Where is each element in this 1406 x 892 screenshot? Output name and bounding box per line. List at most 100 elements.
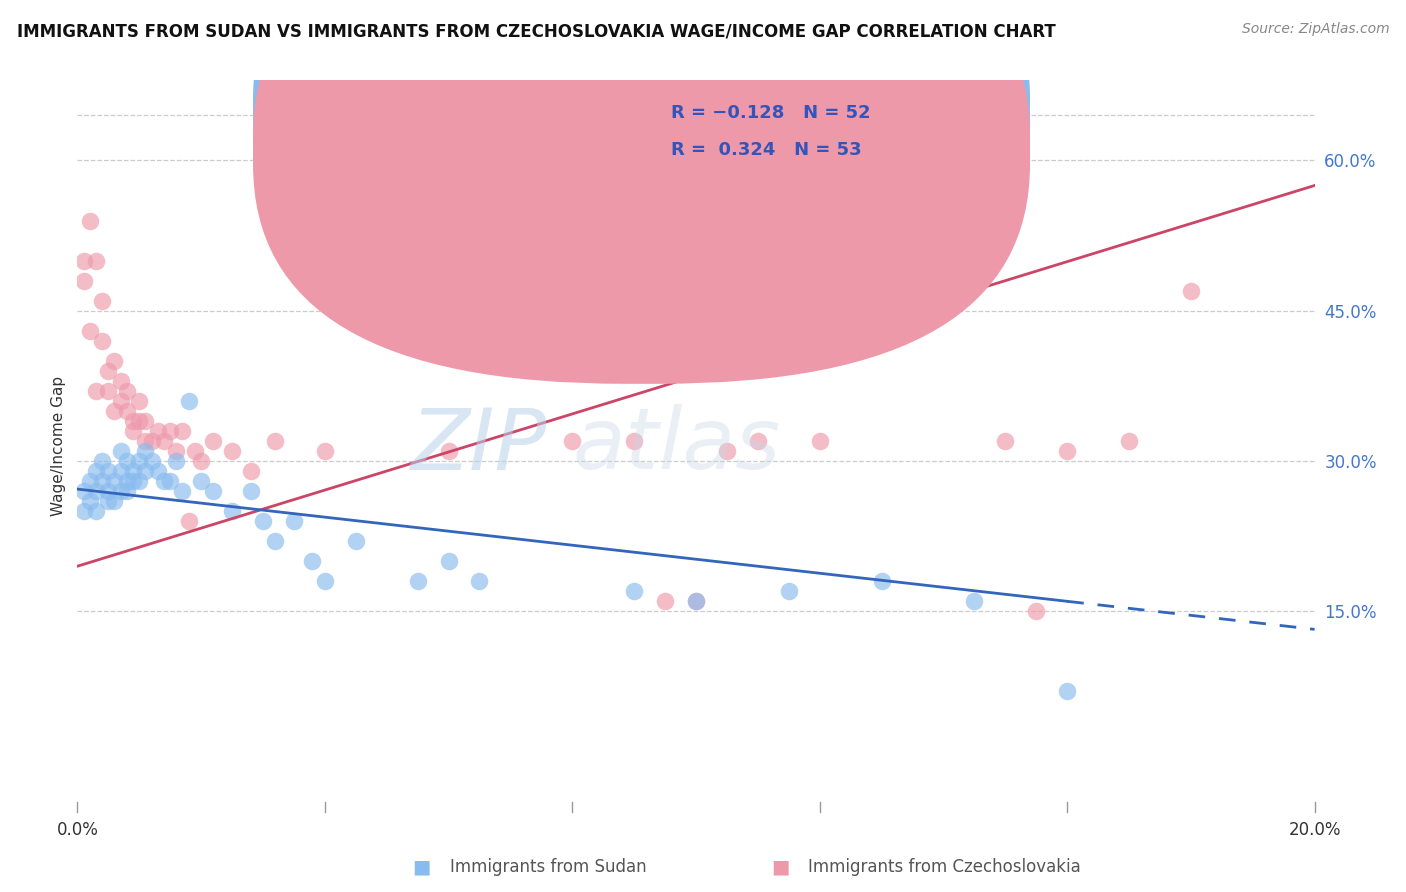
Point (115, 474, 138, 488)
Point (1118, 434, 1140, 448)
Point (326, 194, 349, 208)
Point (84, 464, 107, 478)
Text: ■: ■ (770, 857, 790, 877)
Point (122, 414, 145, 428)
Point (190, 474, 212, 488)
Text: R =  0.324   N = 53: R = 0.324 N = 53 (671, 141, 862, 159)
Point (97, 484, 120, 499)
Point (202, 484, 225, 499)
Point (1025, 604, 1047, 618)
Point (110, 444, 132, 458)
Point (153, 434, 176, 448)
Point (97, 464, 120, 478)
Point (110, 393, 132, 408)
Point (79, 494, 101, 508)
Point (264, 534, 287, 549)
Point (221, 504, 243, 518)
Text: R = −0.128   N = 52: R = −0.128 N = 52 (671, 104, 870, 122)
Point (716, 444, 738, 458)
Point (72, 484, 94, 499)
Point (141, 454, 163, 468)
Point (314, 574, 336, 589)
Point (103, 474, 125, 488)
Point (115, 454, 138, 468)
Point (134, 414, 156, 428)
Text: atlas: atlas (572, 404, 780, 488)
Point (91, 454, 114, 468)
Point (172, 484, 194, 499)
Point (165, 444, 187, 458)
Point (134, 434, 156, 448)
Point (72, 253, 94, 268)
Point (685, 594, 707, 608)
Point (134, 444, 156, 458)
Point (110, 374, 132, 388)
Point (1056, 444, 1078, 458)
Point (79, 324, 101, 338)
Point (994, 434, 1017, 448)
Text: ■: ■ (412, 857, 432, 877)
Point (314, 444, 336, 458)
Point (110, 464, 132, 478)
Point (190, 454, 212, 468)
FancyBboxPatch shape (253, 0, 1031, 347)
Point (115, 404, 138, 418)
Point (239, 484, 262, 499)
Point (623, 434, 645, 448)
Point (159, 424, 181, 438)
Point (561, 434, 583, 448)
Point (437, 554, 460, 568)
Point (963, 594, 986, 608)
Point (134, 464, 156, 478)
Point (128, 474, 150, 488)
Text: Source: ZipAtlas.com: Source: ZipAtlas.com (1241, 22, 1389, 37)
Point (1180, 284, 1202, 298)
Point (153, 474, 176, 488)
Point (177, 514, 200, 528)
Point (84, 253, 107, 268)
Point (97, 384, 120, 398)
Point (141, 434, 163, 448)
Y-axis label: Wage/Income Gap: Wage/Income Gap (51, 376, 66, 516)
Point (468, 284, 491, 298)
Point (103, 404, 125, 418)
Point (301, 554, 323, 568)
Point (110, 484, 132, 499)
Point (122, 464, 145, 478)
Point (932, 284, 955, 298)
Point (468, 574, 491, 589)
Point (808, 434, 831, 448)
Point (264, 434, 287, 448)
Text: Immigrants from Czechoslovakia: Immigrants from Czechoslovakia (808, 858, 1081, 876)
Point (84, 384, 107, 398)
Point (623, 584, 645, 599)
Point (103, 354, 125, 368)
Point (84, 504, 107, 518)
Point (165, 454, 187, 468)
Point (146, 424, 169, 438)
FancyBboxPatch shape (603, 84, 987, 176)
Point (115, 384, 138, 398)
Text: ZIP: ZIP (411, 404, 547, 488)
Point (747, 434, 769, 448)
Point (72, 504, 94, 518)
Point (122, 474, 145, 488)
Point (128, 393, 150, 408)
Point (184, 444, 207, 458)
Point (252, 514, 274, 528)
Point (406, 574, 429, 589)
Text: IMMIGRANTS FROM SUDAN VS IMMIGRANTS FROM CZECHOSLOVAKIA WAGE/INCOME GAP CORRELAT: IMMIGRANTS FROM SUDAN VS IMMIGRANTS FROM… (17, 22, 1056, 40)
Point (115, 484, 138, 499)
Point (870, 574, 893, 589)
Point (437, 444, 460, 458)
Point (344, 213, 367, 227)
Point (239, 464, 262, 478)
Point (72, 274, 94, 288)
Point (177, 393, 200, 408)
Text: Immigrants from Sudan: Immigrants from Sudan (450, 858, 647, 876)
Point (128, 414, 150, 428)
Point (97, 364, 120, 378)
Point (128, 454, 150, 468)
Point (202, 434, 225, 448)
Point (685, 594, 707, 608)
